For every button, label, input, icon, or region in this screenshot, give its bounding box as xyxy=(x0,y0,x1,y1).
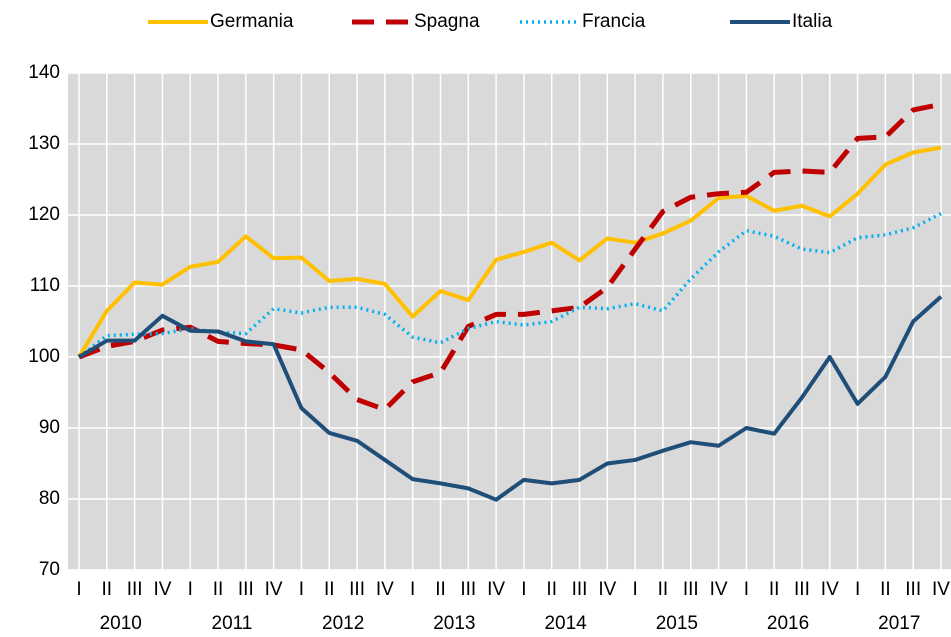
x-tick-label: IV xyxy=(265,579,283,600)
x-tick-label: III xyxy=(460,579,476,600)
series-line xyxy=(77,295,943,502)
y-tick-label: 110 xyxy=(30,275,60,296)
x-tick-label: III xyxy=(794,579,810,600)
y-tick-label: 70 xyxy=(39,559,60,580)
x-tick-label: I xyxy=(632,579,637,600)
x-tick-label: II xyxy=(769,579,780,600)
y-tick-label: 120 xyxy=(28,204,60,225)
year-label: 2017 xyxy=(878,613,920,634)
x-tick-label: I xyxy=(744,579,749,600)
x-tick-label: III xyxy=(127,579,143,600)
y-tick-label: 100 xyxy=(28,346,60,367)
x-tick-label: II xyxy=(102,579,113,600)
x-tick-label: I xyxy=(410,579,415,600)
y-tick-label: 140 xyxy=(28,62,60,83)
x-tick-label: II xyxy=(880,579,891,600)
y-tick-label: 130 xyxy=(28,133,60,154)
legend-label: Germania xyxy=(210,11,294,32)
year-label: 2015 xyxy=(656,613,698,634)
x-tick-label: II xyxy=(435,579,446,600)
x-tick-label: III xyxy=(572,579,588,600)
year-label: 2012 xyxy=(322,613,364,634)
x-tick-label: IV xyxy=(487,579,505,600)
year-label: 2011 xyxy=(212,613,253,634)
year-label: 2013 xyxy=(433,613,475,634)
x-tick-label: IV xyxy=(710,579,728,600)
x-tick-label: I xyxy=(299,579,304,600)
x-tick-label: III xyxy=(905,579,921,600)
x-tick-label: IV xyxy=(376,579,394,600)
y-tick-label: 90 xyxy=(39,417,60,438)
series-line xyxy=(78,101,942,413)
y-tick-label: 80 xyxy=(39,488,60,509)
x-tick-label: II xyxy=(546,579,557,600)
x-tick-label: I xyxy=(855,579,860,600)
x-tick-label: II xyxy=(213,579,224,600)
legend-label: Spagna xyxy=(414,11,480,32)
x-tick-label: II xyxy=(658,579,669,600)
x-tick-label: IV xyxy=(932,579,950,600)
year-label: 2016 xyxy=(767,613,809,634)
legend-label: Francia xyxy=(582,11,646,32)
x-tick-label: IV xyxy=(153,579,171,600)
series-line xyxy=(77,145,942,359)
x-tick-label: I xyxy=(521,579,526,600)
x-tick-label: III xyxy=(349,579,365,600)
x-tick-label: III xyxy=(683,579,699,600)
x-tick-label: II xyxy=(324,579,335,600)
x-tick-label: III xyxy=(238,579,254,600)
year-label: 2010 xyxy=(100,613,142,634)
x-tick-label: I xyxy=(76,579,81,600)
year-label: 2014 xyxy=(544,613,587,634)
legend-label: Italia xyxy=(792,11,833,32)
x-tick-label: IV xyxy=(821,579,839,600)
x-tick-label: IV xyxy=(598,579,616,600)
x-tick-label: I xyxy=(188,579,193,600)
